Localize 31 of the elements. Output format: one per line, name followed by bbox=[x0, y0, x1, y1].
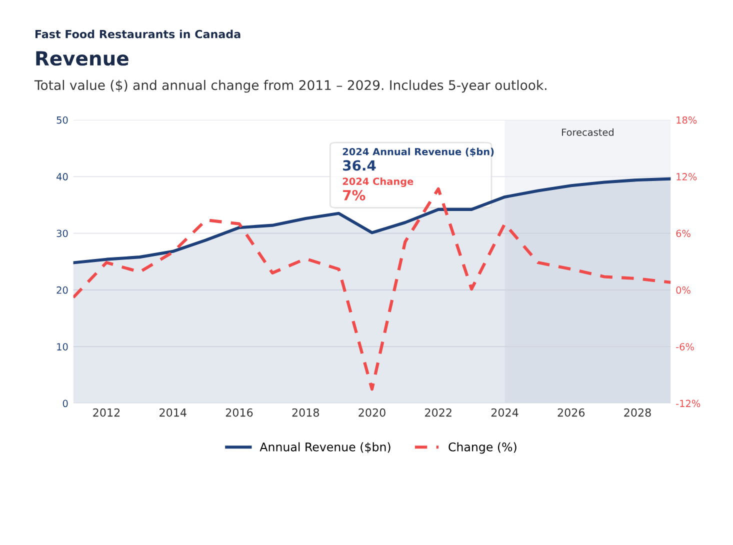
x-tick-label: 2024 bbox=[491, 408, 518, 417]
y-tick-label: 20 bbox=[56, 286, 68, 294]
y-tick-label: 40 bbox=[56, 173, 68, 180]
y-tick-label: 30 bbox=[56, 230, 68, 238]
annotation: 2024 Annual Revenue ($bn) bbox=[342, 148, 494, 157]
x-tick-label: 2012 bbox=[93, 408, 120, 417]
text: Fast Food Restaurants in Canada bbox=[35, 30, 240, 38]
x-tick-label: 2026 bbox=[558, 408, 585, 417]
x-tick-label: 2028 bbox=[624, 408, 651, 417]
y2-tick-label: -12% bbox=[676, 400, 700, 408]
legend-label: Annual Revenue ($bn) bbox=[260, 442, 390, 453]
chart-subtitle: Total value ($) and annual change from 2011 – 2029. Includes 5-year outlook. bbox=[34, 80, 546, 93]
x-tick-label: 2018 bbox=[292, 408, 319, 417]
x-tick-label: 2016 bbox=[226, 408, 253, 417]
annotation: 2024 Change bbox=[342, 178, 414, 187]
annotation: 7% bbox=[343, 190, 366, 200]
y2-tick-label: 6% bbox=[676, 230, 690, 238]
y2-tick-label: 18% bbox=[676, 116, 697, 124]
x-tick-label: 2020 bbox=[358, 408, 386, 417]
x-tick-label: 2014 bbox=[160, 408, 186, 417]
y-tick-label: 50 bbox=[56, 116, 68, 124]
y2-tick-label: 12% bbox=[676, 173, 697, 180]
annotation: 36.4 bbox=[343, 160, 376, 171]
legend-label: Change (%) bbox=[448, 442, 516, 454]
y-tick-label: 0 bbox=[62, 400, 68, 408]
y2-tick-label: -6% bbox=[676, 343, 694, 350]
band-label: Forecasted bbox=[562, 128, 614, 136]
x-tick-label: 2022 bbox=[425, 408, 452, 417]
y-tick-label: 10 bbox=[57, 343, 68, 350]
y2-tick-label: 0% bbox=[676, 286, 690, 294]
chart-title: Revenue bbox=[36, 51, 128, 66]
